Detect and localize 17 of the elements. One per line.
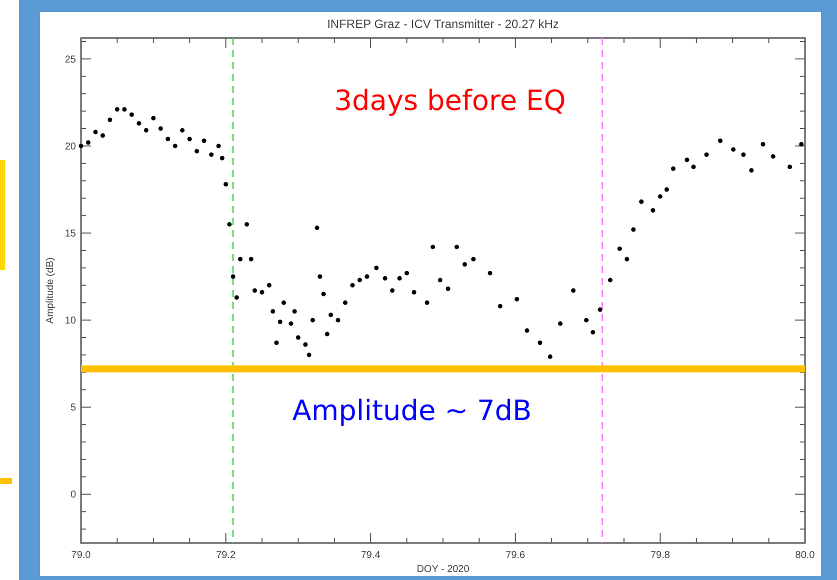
- x-tick-label: 79.8: [650, 550, 670, 561]
- annotation: 3days before EQ: [334, 84, 566, 117]
- x-tick-label: 79.0: [71, 550, 92, 561]
- x-tick-label: 79.6: [506, 550, 526, 561]
- chart-title: INFREP Graz - ICV Transmitter - 20.27 kHz: [327, 17, 559, 31]
- y-tick-label: 25: [64, 54, 76, 66]
- y-tick-label: 10: [64, 316, 76, 327]
- y-tick-label: 0: [70, 490, 76, 501]
- y-tick-label: 5: [70, 402, 76, 414]
- y-tick-label: 20: [64, 141, 76, 152]
- annotation: Amplitude ~ 7dB: [292, 394, 532, 427]
- y-tick-label: 15: [64, 228, 76, 240]
- x-tick-label: 79.4: [360, 550, 381, 561]
- y-axis-title: Amplitude (dB): [45, 257, 56, 324]
- x-axis-title: DOY - 2020: [416, 564, 470, 575]
- x-tick-label: 79.2: [216, 550, 236, 561]
- x-tick-label: 80.0: [795, 550, 816, 561]
